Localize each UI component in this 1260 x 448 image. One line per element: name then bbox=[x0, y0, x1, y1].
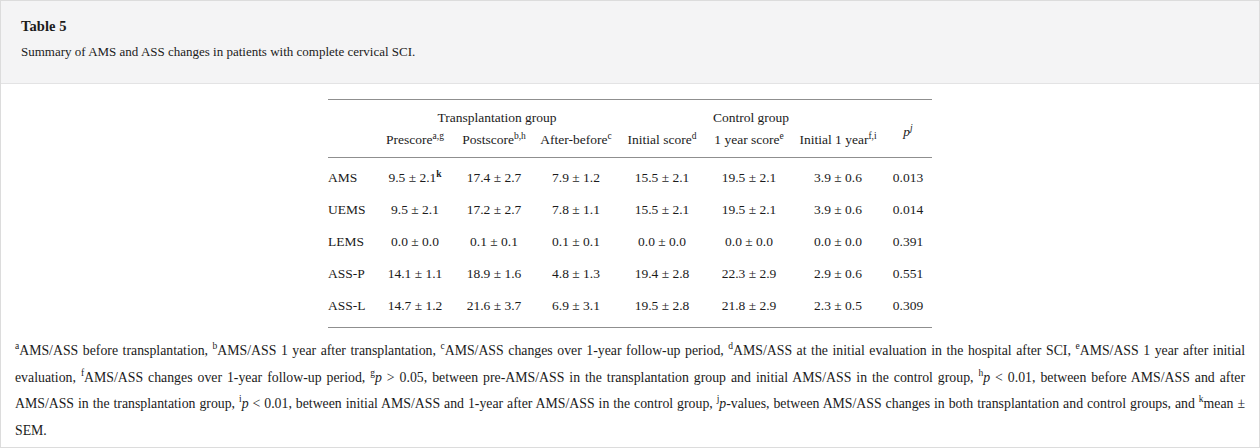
table-view-panel: Table 5 Summary of AMS and ASS changes i… bbox=[0, 0, 1260, 448]
table-cell: 7.8 ± 1.1 bbox=[534, 194, 618, 226]
table-cell: 17.4 ± 2.7 bbox=[454, 158, 534, 195]
table-cell: 19.5 ± 2.8 bbox=[618, 290, 706, 328]
row-label-header bbox=[328, 100, 376, 158]
table-cell: 14.7 ± 1.2 bbox=[376, 290, 454, 328]
footnotes: aAMS/ASS before transplantation, bAMS/AS… bbox=[15, 338, 1245, 444]
table-cell: 0.0 ± 0.0 bbox=[792, 226, 884, 258]
table-row: UEMS9.5 ± 2.117.2 ± 2.77.8 ± 1.115.5 ± 2… bbox=[328, 194, 932, 226]
row-label: ASS-P bbox=[328, 258, 376, 290]
table-cell: 0.309 bbox=[884, 290, 932, 328]
table-header: Transplantation groupControl grouppjPres… bbox=[328, 100, 932, 158]
row-label: AMS bbox=[328, 158, 376, 195]
table-row: LEMS0.0 ± 0.00.1 ± 0.10.1 ± 0.10.0 ± 0.0… bbox=[328, 226, 932, 258]
group-header-1: Control group bbox=[618, 100, 884, 130]
column-header-5: Initial 1 yearf,i bbox=[792, 129, 884, 158]
table-cell: 0.391 bbox=[884, 226, 932, 258]
table-cell: 2.9 ± 0.6 bbox=[792, 258, 884, 290]
table-row: ASS-P14.1 ± 1.118.9 ± 1.64.8 ± 1.319.4 ±… bbox=[328, 258, 932, 290]
table-cell: 17.2 ± 2.7 bbox=[454, 194, 534, 226]
table-cell: 14.1 ± 1.1 bbox=[376, 258, 454, 290]
row-label: LEMS bbox=[328, 226, 376, 258]
table-cell: 0.014 bbox=[884, 194, 932, 226]
column-header-0: Prescorea,g bbox=[376, 129, 454, 158]
table-cell: 6.9 ± 3.1 bbox=[534, 290, 618, 328]
table-content-area: Transplantation groupControl grouppjPres… bbox=[1, 84, 1259, 448]
table-cell: 19.5 ± 2.1 bbox=[706, 158, 792, 195]
page-title: Table 5 bbox=[21, 18, 1239, 35]
table-body: AMS9.5 ± 2.1k17.4 ± 2.77.9 ± 1.215.5 ± 2… bbox=[328, 158, 932, 328]
table-cell: 9.5 ± 2.1 bbox=[376, 194, 454, 226]
table-cell: 0.0 ± 0.0 bbox=[706, 226, 792, 258]
table-cell: 9.5 ± 2.1k bbox=[376, 158, 454, 195]
column-header-3: Initial scored bbox=[618, 129, 706, 158]
row-label: UEMS bbox=[328, 194, 376, 226]
table-cell: 15.5 ± 2.1 bbox=[618, 194, 706, 226]
table-cell: 0.1 ± 0.1 bbox=[534, 226, 618, 258]
group-header-0: Transplantation group bbox=[376, 100, 618, 130]
column-header-p: pj bbox=[884, 100, 932, 158]
page-subtitle: Summary of AMS and ASS changes in patien… bbox=[21, 44, 1239, 60]
table-cell: 19.4 ± 2.8 bbox=[618, 258, 706, 290]
table-cell: 18.9 ± 1.6 bbox=[454, 258, 534, 290]
column-header-1: Postscoreb,h bbox=[454, 129, 534, 158]
table-cell: 2.3 ± 0.5 bbox=[792, 290, 884, 328]
table-cell: 3.9 ± 0.6 bbox=[792, 158, 884, 195]
table-cell: 19.5 ± 2.1 bbox=[706, 194, 792, 226]
summary-table: Transplantation groupControl grouppjPres… bbox=[328, 99, 932, 328]
table-row: AMS9.5 ± 2.1k17.4 ± 2.77.9 ± 1.215.5 ± 2… bbox=[328, 158, 932, 195]
table-cell: 15.5 ± 2.1 bbox=[618, 158, 706, 195]
column-header-2: After-beforec bbox=[534, 129, 618, 158]
table-cell: 22.3 ± 2.9 bbox=[706, 258, 792, 290]
table-row: ASS-L14.7 ± 1.221.6 ± 3.76.9 ± 3.119.5 ±… bbox=[328, 290, 932, 328]
row-label: ASS-L bbox=[328, 290, 376, 328]
table-cell: 0.551 bbox=[884, 258, 932, 290]
table-cell: 7.9 ± 1.2 bbox=[534, 158, 618, 195]
sub-header-row: Prescorea,gPostscoreb,hAfter-beforecInit… bbox=[328, 129, 932, 158]
table-cell: 0.1 ± 0.1 bbox=[454, 226, 534, 258]
table-caption-band: Table 5 Summary of AMS and ASS changes i… bbox=[1, 1, 1259, 84]
table-cell: 0.013 bbox=[884, 158, 932, 195]
table-cell: 21.6 ± 3.7 bbox=[454, 290, 534, 328]
table-cell: 4.8 ± 1.3 bbox=[534, 258, 618, 290]
table-cell: 3.9 ± 0.6 bbox=[792, 194, 884, 226]
table-cell: 21.8 ± 2.9 bbox=[706, 290, 792, 328]
table-cell: 0.0 ± 0.0 bbox=[618, 226, 706, 258]
group-header-row: Transplantation groupControl grouppj bbox=[328, 100, 932, 130]
column-header-4: 1 year scoree bbox=[706, 129, 792, 158]
table-cell: 0.0 ± 0.0 bbox=[376, 226, 454, 258]
